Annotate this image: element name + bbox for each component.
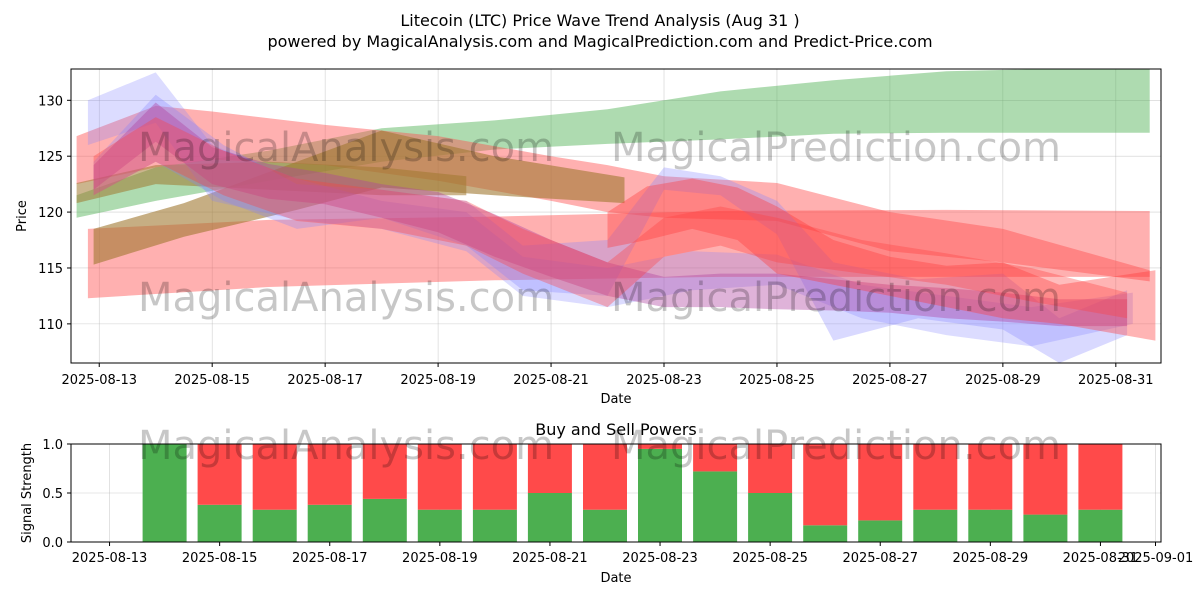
buy-bar-2025-08-31 [1078,509,1123,542]
price-y-ticks: 110 115 120 125 130 [38,94,71,333]
signal-x-tick-label-9: 2025-08-31 [1063,551,1139,566]
signal-chart: MagicalAnalysis.com MagicalPrediction.com… [20,423,1193,586]
buy-bar-2025-08-15 [197,504,242,542]
sell-bar-2025-08-28 [913,444,958,510]
watermark-1: MagicalPrediction.com [611,125,1061,171]
sell-bar-2025-08-20 [472,444,517,510]
signal-x-tick-label-4: 2025-08-21 [512,551,588,566]
buy-bar-2025-08-18 [362,498,407,542]
sell-bar-2025-08-16 [252,444,297,510]
price-x-tick-label-8: 2025-08-29 [965,373,1041,388]
sell-bar-2025-08-19 [417,444,462,510]
buy-bar-2025-08-23 [638,448,682,542]
buy-bar-2025-08-20 [472,509,517,542]
sell-bar-2025-08-18 [362,444,407,499]
price-x-tick-label-4: 2025-08-21 [513,373,589,388]
signal-watermark-0: MagicalAnalysis.com [138,423,554,469]
buy-bar-2025-08-17 [307,504,352,542]
sell-bar-2025-08-24 [693,444,738,472]
price-x-tick-label-3: 2025-08-19 [400,373,476,388]
buy-bar-2025-08-21 [527,493,572,542]
price-x-tick-label-6: 2025-08-25 [739,373,815,388]
band-magenta-wave [93,102,1128,327]
price-x-label: Date [600,392,631,407]
price-x-tick-label-7: 2025-08-27 [852,373,928,388]
price-chart: MagicalAnalysis.com MagicalPrediction.com… [15,68,1162,407]
signal-watermarks: MagicalAnalysis.com MagicalPrediction.com [138,423,1061,469]
signal-x-tick-label-5: 2025-08-23 [622,551,698,566]
sell-bar-2025-08-15 [197,444,242,505]
signal-x-ticks: 2025-08-13 2025-08-15 2025-08-17 2025-08-19… [72,542,1194,566]
sell-bar-2025-08-22 [583,444,627,510]
price-y-tick-label-2: 120 [38,206,63,221]
price-y-tick-label-1: 115 [38,262,63,277]
watermark-0: MagicalAnalysis.com [138,125,554,171]
price-x-tick-label-2: 2025-08-17 [287,373,363,388]
price-x-tick-label-0: 2025-08-13 [61,373,137,388]
band-blue-fan-2 [93,94,1128,363]
band-olive-upper [76,161,467,204]
chart-title: Litecoin (LTC) Price Wave Trend Analysis… [400,11,799,30]
signal-chart-title: Buy and Sell Powers [535,420,697,439]
sell-bar-2025-08-25 [748,444,793,493]
price-y-tick-label-0: 110 [38,318,63,333]
buy-bar-2025-08-29 [968,509,1013,542]
sell-bar-2025-08-30 [1023,444,1068,515]
price-y-tick-label-4: 130 [38,94,63,109]
signal-y-ticks: 0.0 0.5 1.0 [42,438,71,551]
signal-x-tick-label-2: 2025-08-17 [292,551,368,566]
signal-y-tick-label-1: 0.5 [42,487,63,502]
buy-bar-2025-08-22 [583,509,627,542]
signal-x-tick-label-6: 2025-08-25 [732,551,808,566]
buy-bar-2025-08-14 [142,444,187,542]
sell-bar-2025-08-26 [803,444,848,526]
watermark-3: MagicalPrediction.com [611,275,1061,321]
signal-x-tick-label-3: 2025-08-19 [402,551,478,566]
signal-y-tick-label-2: 1.0 [42,438,63,453]
sell-bar-2025-08-29 [968,444,1013,510]
signal-x-tick-label-0: 2025-08-13 [72,551,148,566]
signal-bars [142,444,1123,542]
chart-subtitle: powered by MagicalAnalysis.com and Magic… [267,32,932,51]
price-watermarks: MagicalAnalysis.com MagicalPrediction.com… [138,125,1061,321]
buy-bar-2025-08-27 [858,520,903,542]
price-x-ticks: 2025-08-13 2025-08-15 2025-08-17 2025-08-19… [61,363,1154,388]
band-red-right-wave [607,178,1156,341]
buy-bar-2025-08-30 [1023,514,1068,542]
price-x-tick-label-1: 2025-08-15 [174,373,250,388]
price-bands [76,69,1156,363]
signal-x-tick-label-7: 2025-08-27 [842,551,918,566]
signal-x-tick-label-10: 2025-09-01 [1118,551,1194,566]
signal-x-tick-label-8: 2025-08-29 [953,551,1029,566]
band-blue-fan-1 [87,72,1133,347]
signal-watermark-1: MagicalPrediction.com [611,423,1061,469]
band-green-uptrend [76,69,1150,218]
sell-bar-2025-08-23 [638,444,682,449]
band-red-mid-wave [93,117,1128,319]
band-red-flat-wide [87,209,1150,299]
signal-y-tick-label-0: 0.0 [42,536,63,551]
buy-bar-2025-08-25 [748,493,793,542]
price-y-label: Price [15,200,30,232]
signal-y-label: Signal Strength [20,443,35,543]
signal-x-tick-label-1: 2025-08-15 [182,551,258,566]
signal-x-label: Date [600,571,631,586]
price-plot-frame [70,68,1162,364]
watermark-2: MagicalAnalysis.com [138,275,554,321]
price-x-tick-label-9: 2025-08-31 [1078,373,1154,388]
buy-bar-2025-08-26 [803,525,848,542]
buy-bar-2025-08-16 [252,509,297,542]
price-x-tick-label-5: 2025-08-23 [626,373,702,388]
band-olive-mixed [93,130,625,265]
sell-bar-2025-08-17 [307,444,352,505]
buy-bar-2025-08-28 [913,509,958,542]
buy-bar-2025-08-24 [693,471,738,542]
price-y-tick-label-3: 125 [38,150,63,165]
sell-bar-2025-08-21 [527,444,572,493]
sell-bar-2025-08-27 [858,444,903,521]
sell-bar-2025-08-31 [1078,444,1123,510]
buy-bar-2025-08-19 [417,509,462,542]
